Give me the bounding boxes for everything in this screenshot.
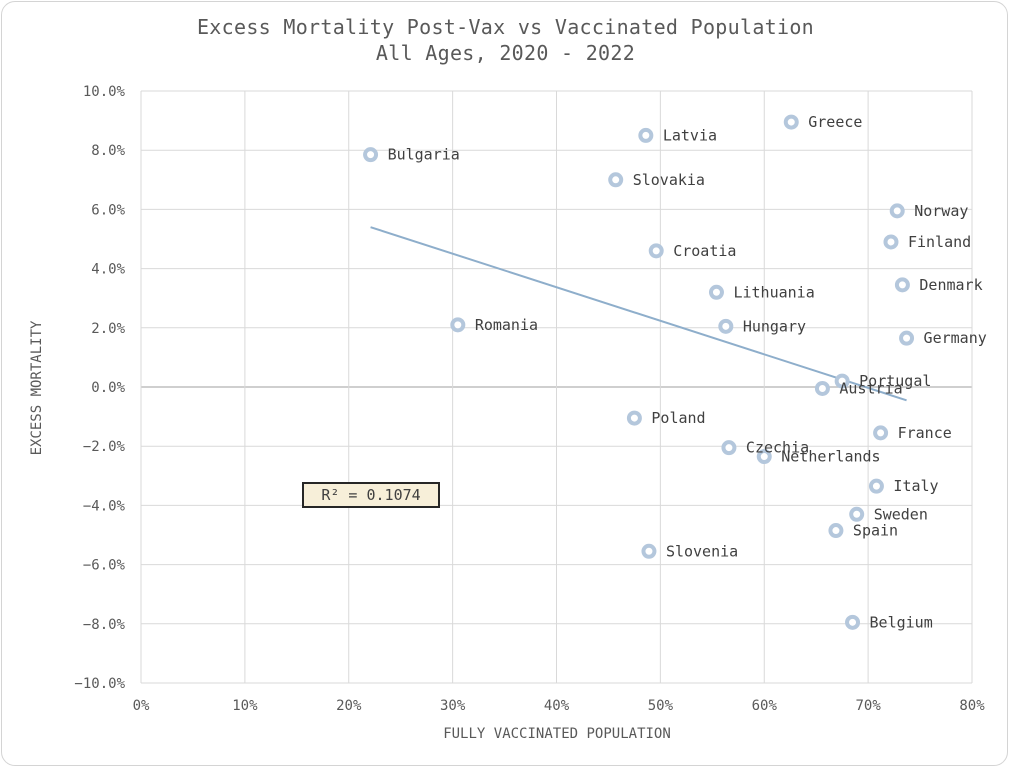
data-point bbox=[849, 506, 865, 522]
y-tick-label: 2.0% bbox=[91, 321, 125, 337]
data-label: Netherlands bbox=[781, 448, 880, 466]
data-label: Bulgaria bbox=[388, 146, 460, 164]
data-point bbox=[834, 373, 850, 389]
x-tick-label: 70% bbox=[855, 698, 881, 714]
x-tick-label: 0% bbox=[133, 698, 150, 714]
data-point bbox=[641, 543, 657, 559]
data-point bbox=[783, 114, 799, 130]
data-label: Slovakia bbox=[633, 171, 705, 189]
x-tick-label: 60% bbox=[752, 698, 778, 714]
y-tick-label: 8.0% bbox=[91, 143, 125, 159]
x-tick-label: 10% bbox=[232, 698, 258, 714]
data-point bbox=[873, 425, 889, 441]
data-points bbox=[363, 114, 915, 630]
x-axis-title: FULLY VACCINATED POPULATION bbox=[443, 726, 671, 742]
data-label: Romania bbox=[475, 316, 538, 334]
x-tick-label: 50% bbox=[648, 698, 674, 714]
r-squared-label: R² = 0.1074 bbox=[302, 482, 440, 508]
x-tick-label: 40% bbox=[544, 698, 570, 714]
data-point bbox=[899, 330, 915, 346]
y-axis-title: EXCESS MORTALITY bbox=[29, 320, 45, 455]
data-label: Austria bbox=[839, 379, 902, 397]
y-tick-label: 10.0% bbox=[83, 84, 126, 100]
data-point bbox=[608, 172, 624, 188]
y-tick-label: 4.0% bbox=[91, 262, 125, 278]
x-tick-label: 80% bbox=[959, 698, 985, 714]
y-tick-label: −10.0% bbox=[74, 676, 125, 692]
data-label: Germany bbox=[924, 329, 987, 347]
data-point bbox=[883, 234, 899, 250]
data-label: Sweden bbox=[874, 505, 928, 523]
data-label: Spain bbox=[853, 522, 898, 540]
data-point bbox=[648, 243, 664, 259]
data-label: Belgium bbox=[870, 613, 933, 631]
trendline bbox=[370, 226, 907, 402]
data-point bbox=[718, 318, 734, 334]
y-tick-label: −6.0% bbox=[83, 558, 126, 574]
data-point bbox=[450, 317, 466, 333]
x-tick-label: 20% bbox=[336, 698, 362, 714]
x-tick-label: 30% bbox=[440, 698, 466, 714]
data-point bbox=[894, 277, 910, 293]
data-label: Italy bbox=[893, 477, 938, 495]
data-label: Greece bbox=[808, 113, 862, 131]
chart-subtitle: All Ages, 2020 - 2022 bbox=[375, 41, 636, 65]
data-label: Denmark bbox=[919, 276, 982, 294]
y-axis-ticks: 10.0% 8.0% 6.0% 4.0% 2.0% 0.0% −2.0% −4.0% −6.0%… bbox=[74, 84, 125, 692]
trendline-segment bbox=[370, 226, 907, 402]
data-point bbox=[889, 203, 905, 219]
y-tick-label: 6.0% bbox=[91, 202, 125, 218]
data-point bbox=[626, 410, 642, 426]
y-tick-label: −8.0% bbox=[83, 617, 126, 633]
data-label: Finland bbox=[908, 233, 971, 251]
data-label: Slovenia bbox=[666, 542, 738, 560]
data-label: Croatia bbox=[673, 242, 736, 260]
data-label: Norway bbox=[914, 202, 968, 220]
chart-title: Excess Mortality Post-Vax vs Vaccinated … bbox=[196, 15, 815, 39]
data-label: Czechia bbox=[746, 439, 809, 457]
data-label: France bbox=[898, 424, 952, 442]
y-tick-label: −4.0% bbox=[83, 498, 126, 514]
data-point bbox=[828, 523, 844, 539]
data-label: Portugal bbox=[859, 372, 931, 390]
data-label: Lithuania bbox=[733, 283, 814, 301]
data-point bbox=[708, 284, 724, 300]
data-label: Hungary bbox=[743, 317, 806, 335]
data-point bbox=[756, 449, 772, 465]
data-point bbox=[721, 440, 737, 456]
x-axis-ticks: 0% 10% 20% 30% 40% 50% 60% 70% 80% bbox=[133, 698, 986, 714]
data-point bbox=[845, 614, 861, 630]
y-tick-label: 0.0% bbox=[91, 380, 125, 396]
y-tick-label: −2.0% bbox=[83, 439, 126, 455]
data-point bbox=[814, 380, 830, 396]
data-label: Poland bbox=[651, 409, 705, 427]
chart-title-block: Excess Mortality Post-Vax vs Vaccinated … bbox=[0, 14, 1011, 66]
data-point bbox=[363, 147, 379, 163]
data-point bbox=[868, 478, 884, 494]
data-label: Latvia bbox=[663, 126, 717, 144]
data-point bbox=[638, 127, 654, 143]
point-labels: Bulgaria Romania Slovakia Latvia Croatia Pola… bbox=[388, 113, 987, 631]
